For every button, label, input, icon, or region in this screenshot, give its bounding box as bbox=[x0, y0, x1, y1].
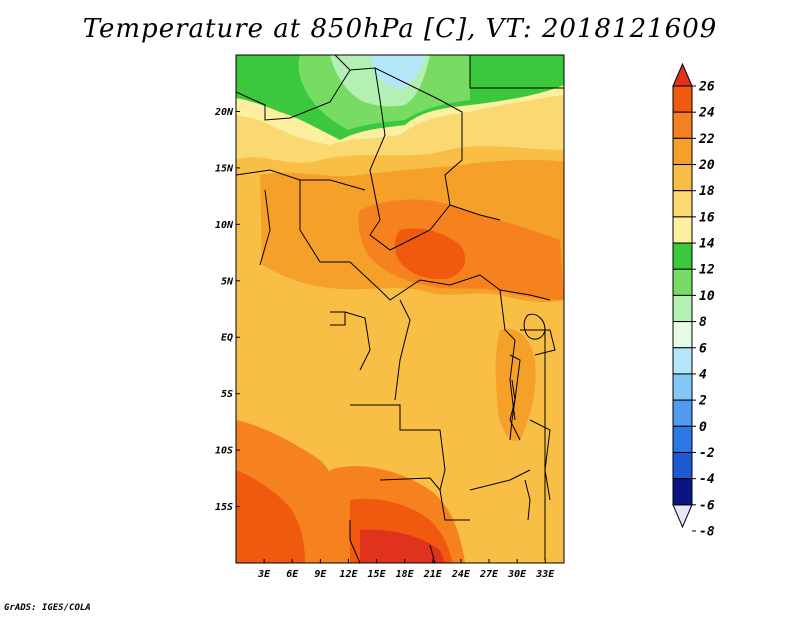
colorbar-segment bbox=[672, 478, 693, 506]
colorbar-label: 26 bbox=[698, 80, 715, 95]
field-zone-hot-south bbox=[360, 529, 445, 563]
country-borders bbox=[236, 55, 564, 563]
field-zone-highlands bbox=[495, 328, 536, 441]
colorbar-segment bbox=[672, 111, 693, 139]
x-tick-label: 33E bbox=[535, 569, 555, 580]
x-axis: 3E 6E 9E 12E 15E 18E 21E 24E 27E 30E 33E bbox=[257, 559, 555, 580]
colorbar-label: 18 bbox=[699, 184, 715, 199]
colorbar-segment bbox=[672, 137, 693, 166]
colorbar-label: 10 bbox=[699, 289, 715, 304]
colorbar-label: 0 bbox=[699, 420, 707, 435]
y-tick-label: 15N bbox=[215, 163, 234, 174]
y-tick-label: 10N bbox=[215, 220, 234, 231]
colorbar-segment bbox=[672, 216, 693, 244]
x-tick-label: 24E bbox=[451, 569, 471, 580]
colorbar-label: -6 bbox=[699, 498, 715, 513]
x-tick-label: 21E bbox=[423, 569, 443, 580]
colorbar-label: -2 bbox=[699, 446, 715, 461]
y-tick-label: 15S bbox=[215, 502, 233, 513]
x-tick-label: 6E bbox=[286, 569, 299, 580]
colorbar-label: -4 bbox=[699, 472, 715, 487]
field-zone-hot-central bbox=[394, 228, 466, 280]
colorbar-segment bbox=[672, 164, 693, 192]
colorbar-label: 4 bbox=[699, 367, 707, 382]
x-tick-label: 9E bbox=[314, 569, 327, 580]
colorbar-label: 20 bbox=[698, 158, 715, 173]
y-tick-label: 20N bbox=[214, 107, 234, 118]
field-zone-hot-sw bbox=[236, 470, 305, 563]
y-tick-label: EQ bbox=[221, 333, 233, 344]
colorbar-label: 24 bbox=[698, 106, 715, 121]
field-zone-green-ne bbox=[470, 55, 564, 96]
x-tick-label: 18E bbox=[396, 569, 415, 580]
colorbar-segment bbox=[672, 242, 693, 270]
lakes bbox=[509, 313, 546, 521]
colorbar-label: 22 bbox=[698, 132, 715, 147]
colorbar-top-arrow bbox=[672, 62, 693, 87]
colorbar-segment bbox=[672, 425, 693, 453]
colorbar-segment bbox=[672, 321, 693, 349]
colorbar-segment bbox=[672, 347, 693, 375]
temperature-field bbox=[236, 55, 564, 563]
x-tick-label: 30E bbox=[507, 569, 527, 580]
y-axis: 20N 15N 10N 5N EQ 5S 10S 15S bbox=[214, 107, 240, 513]
software-credit: GrADS: IGES/COLA bbox=[4, 603, 91, 613]
colorbar-segment bbox=[672, 268, 693, 296]
colorbar-label: 12 bbox=[699, 263, 715, 278]
field-zone-paleblue-north bbox=[370, 55, 425, 89]
colorbar-segment bbox=[672, 399, 693, 427]
y-tick-label: 10S bbox=[215, 446, 233, 457]
map-frame bbox=[235, 54, 565, 564]
x-tick-label: 15E bbox=[368, 569, 387, 580]
colorbar-segment bbox=[672, 190, 693, 218]
x-tick-label: 27E bbox=[479, 569, 499, 580]
colorbar-label: -8 bbox=[699, 525, 715, 540]
y-tick-label: 5S bbox=[221, 389, 233, 400]
x-tick-label: 12E bbox=[339, 569, 358, 580]
colorbar-label: 8 bbox=[699, 315, 707, 330]
x-tick-label: 3E bbox=[257, 569, 271, 580]
colorbar-segment bbox=[672, 451, 693, 480]
colorbar-segment bbox=[672, 294, 693, 323]
colorbar-label: 16 bbox=[699, 210, 715, 225]
colorbar-label: 6 bbox=[699, 341, 707, 356]
colorbar-label: 14 bbox=[699, 237, 715, 252]
colorbar-bottom-arrow bbox=[672, 504, 693, 529]
y-tick-label: 5N bbox=[221, 276, 234, 287]
map-title: Temperature at 850hPa [C], VT: 201812160… bbox=[82, 14, 718, 44]
colorbar-segment bbox=[672, 85, 693, 113]
colorbar-label: 2 bbox=[698, 394, 707, 409]
colorbar-segment bbox=[672, 373, 693, 401]
